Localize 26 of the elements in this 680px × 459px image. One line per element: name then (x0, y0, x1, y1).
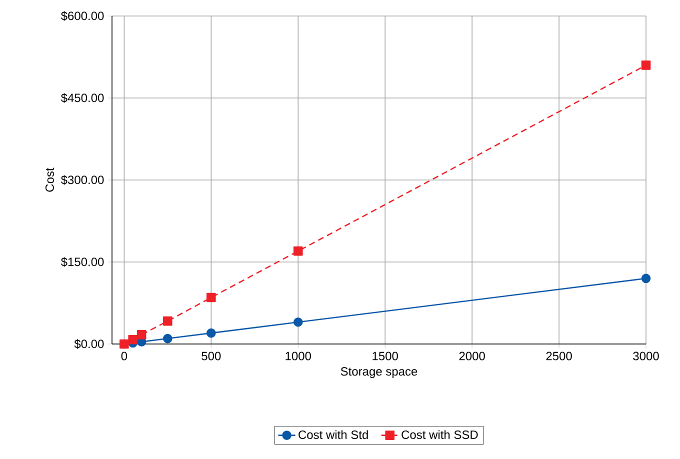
point (136, 330, 146, 340)
y-tick-label: $300.00 (60, 175, 104, 185)
y-tick-label: $450.00 (60, 93, 104, 103)
point (293, 246, 303, 256)
x-tick-label: 2500 (546, 352, 572, 360)
x-tick-label: 500 (202, 352, 221, 360)
point (206, 328, 216, 338)
y-tick-label: $150.00 (60, 257, 104, 267)
point (641, 274, 651, 284)
point (293, 317, 303, 327)
y-tick-label: $0.00 (74, 339, 104, 349)
x-tick-label: 3000 (633, 352, 659, 360)
x-tick-label: 0 (121, 352, 128, 360)
x-tick-label: 2000 (459, 352, 485, 360)
point (641, 60, 651, 70)
point (128, 334, 138, 344)
x-tick-label: 1500 (372, 352, 398, 360)
point (206, 292, 216, 302)
legend-label: Cost with Std (298, 430, 368, 440)
point (163, 316, 172, 326)
point (163, 334, 172, 344)
legend-label: Cost with SSD (402, 430, 478, 440)
x-tick-label: 1000 (286, 352, 311, 360)
x-axis-title: Storage space (340, 367, 418, 378)
y-axis-title: Cost (45, 168, 54, 192)
y-tick-label: $600.00 (60, 11, 104, 21)
